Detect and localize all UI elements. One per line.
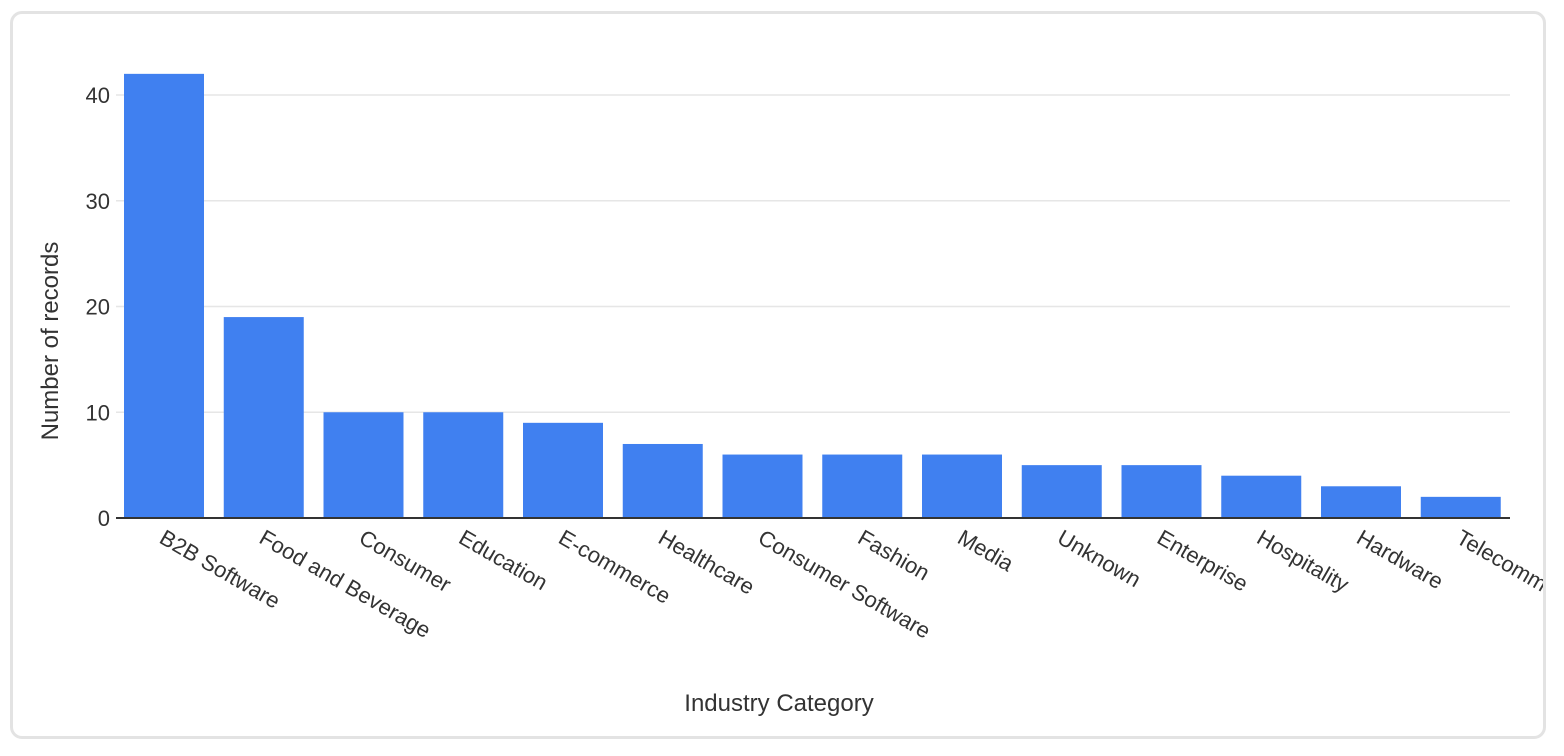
- y-tick-label: 0: [98, 506, 110, 531]
- y-axis-title: Number of records: [37, 242, 64, 441]
- x-tick-label: Media: [954, 525, 1019, 577]
- y-tick-label: 10: [86, 400, 110, 425]
- x-axis-title: Industry Category: [684, 690, 873, 717]
- bar[interactable]: [323, 412, 404, 518]
- y-tick-label: 30: [86, 189, 110, 214]
- x-tick-label: Consumer Software: [754, 525, 935, 644]
- bar[interactable]: [1420, 496, 1501, 518]
- bar[interactable]: [622, 443, 703, 518]
- x-tick-label: Education: [455, 525, 552, 596]
- bar[interactable]: [822, 454, 903, 518]
- y-tick-label: 20: [86, 295, 110, 320]
- bar[interactable]: [1221, 475, 1302, 518]
- bar[interactable]: [1321, 486, 1401, 518]
- x-tick-label: Fashion: [854, 525, 934, 586]
- y-tick-label: 40: [86, 83, 110, 108]
- gridlines: [116, 94, 1510, 413]
- x-tick-label: Enterprise: [1153, 525, 1252, 597]
- bar[interactable]: [523, 422, 603, 518]
- bar[interactable]: [922, 454, 1002, 518]
- bar[interactable]: [1121, 465, 1202, 518]
- bar[interactable]: [423, 412, 504, 518]
- bars: [124, 73, 1501, 518]
- x-tick-label: Hardware: [1353, 525, 1448, 594]
- bar[interactable]: [124, 73, 204, 518]
- x-tick-label: E-commerce: [555, 525, 675, 609]
- bar[interactable]: [1021, 465, 1102, 518]
- x-tick-label: Hospitality: [1253, 525, 1353, 597]
- x-tick-label: Telecommunications: [1452, 525, 1564, 646]
- x-tick-label: Food and Beverage: [255, 525, 435, 643]
- y-axis-tick-labels: 0 10 20 30 40: [86, 83, 110, 531]
- x-tick-label: Unknown: [1053, 525, 1145, 593]
- bar[interactable]: [223, 317, 304, 518]
- bar[interactable]: [722, 454, 803, 518]
